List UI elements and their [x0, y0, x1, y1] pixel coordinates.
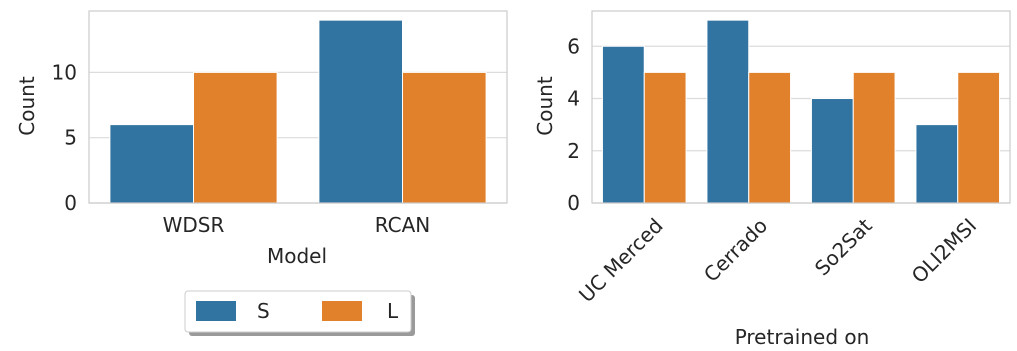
bars — [601, 19, 1001, 204]
x-tick-label: RCAN — [375, 213, 431, 237]
x-tick-label: Cerrado — [699, 213, 772, 286]
x-axis-label: Model — [267, 244, 327, 268]
chart-pretrained-on: 0 2 4 6 UC Merced Cerrado So2Sat OLI2MSI Pretr… — [533, 10, 1011, 349]
y-tick-label: 10 — [52, 60, 77, 84]
legend-swatch-s — [196, 301, 236, 321]
bar-l-wdsr — [193, 71, 278, 204]
bars — [109, 19, 487, 204]
bar-l-cerrado — [748, 71, 792, 204]
x-axis-label: Pretrained on — [735, 325, 870, 349]
bar-l-uc-merced — [643, 71, 687, 204]
y-tick-label: 5 — [64, 126, 77, 150]
y-tick-label: 2 — [567, 139, 580, 163]
y-tick-labels: 0 5 10 — [52, 60, 77, 215]
plot-frame — [88, 10, 508, 204]
x-tick-label: So2Sat — [810, 213, 877, 280]
bar-s-rcan — [318, 19, 403, 204]
x-tick-labels: WDSR RCAN — [163, 213, 431, 237]
legend: S L — [184, 290, 415, 336]
y-tick-label: 0 — [567, 191, 580, 215]
y-tick-label: 4 — [567, 87, 580, 111]
y-axis-label: Count — [15, 76, 39, 136]
y-tick-labels: 0 2 4 6 — [567, 34, 580, 215]
plot-frame — [591, 10, 1011, 204]
legend-swatch-l — [322, 301, 362, 321]
y-tick-label: 0 — [64, 191, 77, 215]
legend-label-l: L — [387, 299, 399, 323]
bar-s-cerrado — [706, 19, 750, 204]
x-tick-label: WDSR — [163, 213, 225, 237]
bar-l-rcan — [402, 71, 487, 204]
x-tick-label: OLI2MSI — [907, 213, 982, 288]
x-tick-label: UC Merced — [574, 213, 668, 307]
bar-s-wdsr — [109, 124, 194, 204]
bar-s-oli2msi — [915, 124, 959, 204]
x-tick-labels: UC Merced Cerrado So2Sat OLI2MSI — [574, 213, 981, 307]
bar-s-so2sat — [810, 98, 854, 204]
bar-s-uc-merced — [601, 45, 645, 204]
bar-l-so2sat — [852, 71, 896, 204]
bar-l-oli2msi — [957, 71, 1001, 204]
y-tick-label: 6 — [567, 34, 580, 58]
chart-model: 0 5 10 WDSR RCAN Model Count — [15, 10, 508, 268]
y-axis-label: Count — [533, 76, 557, 136]
legend-label-s: S — [257, 299, 270, 323]
